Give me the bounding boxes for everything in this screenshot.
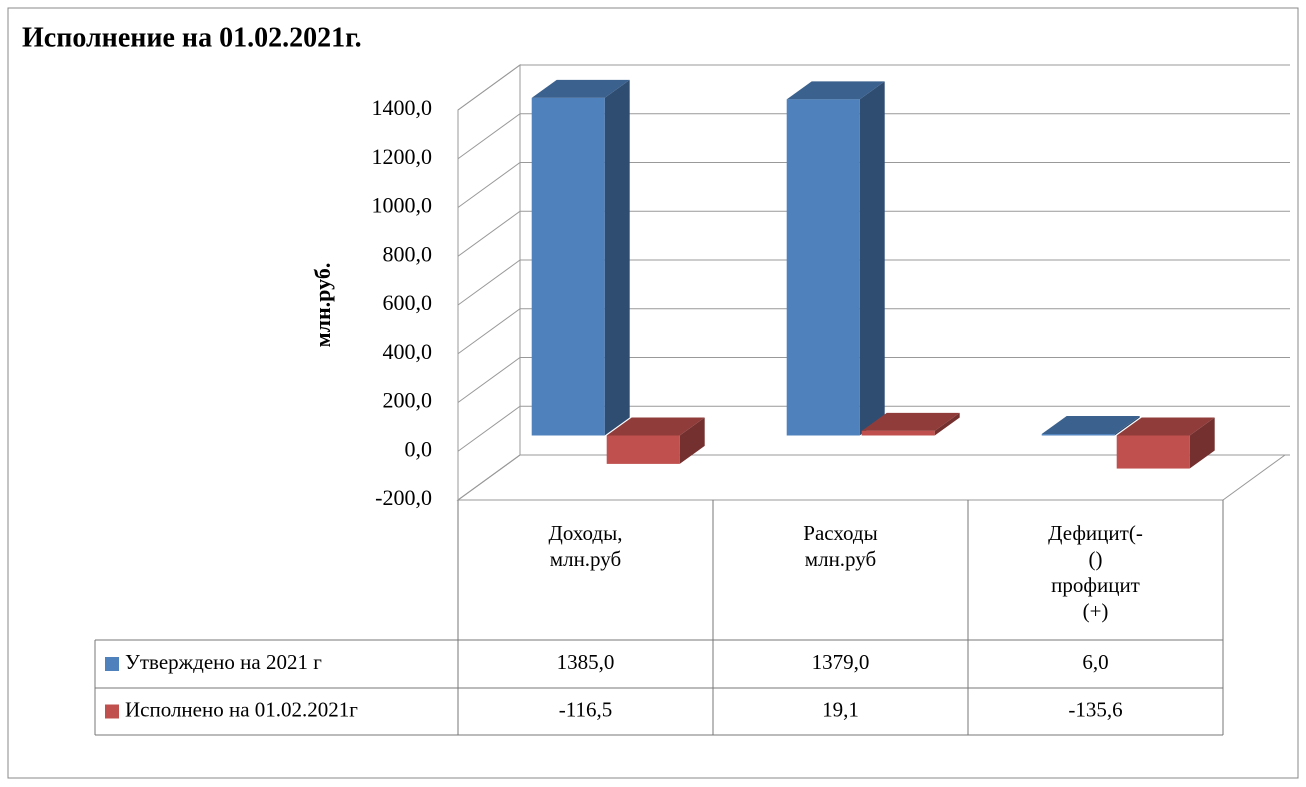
bar-top	[1116, 417, 1215, 436]
value-label: -116,5	[559, 697, 612, 721]
category-cell: Дефицит(-() профицит (+)	[1048, 521, 1143, 623]
bar-top	[531, 79, 630, 98]
bar-top	[861, 412, 960, 431]
bar	[531, 97, 605, 436]
x-tick-label: Доходы, млн.руб	[548, 521, 623, 571]
legend-swatch	[105, 657, 119, 671]
y-tick-label: 1200,0	[372, 144, 433, 169]
grid-line	[457, 64, 1290, 111]
bar-3d	[531, 79, 630, 436]
bar	[1041, 434, 1115, 436]
bar-side	[1189, 417, 1215, 469]
bar-side	[604, 79, 630, 436]
grid-line	[457, 113, 1290, 160]
bar-3d	[606, 417, 705, 464]
grid-line	[457, 454, 1290, 501]
y-tick-label: 800,0	[383, 241, 433, 266]
category-cell: Доходы, млн.руб	[548, 521, 623, 571]
bar	[861, 430, 935, 436]
bar	[606, 435, 680, 464]
x-tick-label: Расходы млн.руб	[803, 521, 878, 571]
bar-top	[786, 81, 885, 100]
legend-label: Исполнено на 01.02.2021г	[125, 697, 358, 721]
bar	[786, 99, 860, 436]
grid-line	[457, 259, 1290, 306]
y-tick-label: 400,0	[383, 339, 433, 364]
value-label: -135,6	[1068, 697, 1122, 721]
grid-line	[457, 210, 1290, 257]
legend-swatch	[105, 704, 119, 719]
bar-3d	[861, 412, 960, 436]
chart-border	[7, 7, 1299, 779]
value-label: 6,0	[1082, 650, 1108, 674]
bar-side	[934, 412, 960, 436]
value-label: 1379,0	[812, 650, 870, 674]
value-label: 19,1	[822, 697, 859, 721]
bar	[1116, 435, 1190, 469]
y-tick-label: 0,0	[405, 436, 433, 461]
y-tick-label: 1000,0	[372, 193, 433, 218]
bar-3d	[1041, 416, 1140, 436]
bar-top	[1041, 416, 1140, 435]
bar-side	[859, 81, 885, 436]
y-axis-label: млн.руб.	[310, 263, 335, 348]
category-cell: Расходы млн.руб	[803, 521, 878, 571]
grid-line	[457, 308, 1290, 355]
y-tick-label: 1400,0	[372, 95, 433, 120]
y-tick-label: -200,0	[375, 485, 432, 510]
bar-side	[1114, 416, 1140, 436]
grid-line	[457, 405, 1290, 452]
grid-line	[457, 357, 1290, 403]
chart-title: Исполнение на 01.02.2021г.	[22, 22, 362, 53]
y-tick-label: 200,0	[383, 388, 433, 413]
y-tick-label: 600,0	[383, 290, 433, 315]
bar-3d	[1116, 417, 1215, 469]
legend-label: Утверждено на 2021 г	[125, 650, 322, 674]
grid-line	[457, 162, 1290, 208]
x-tick-label: Дефицит(-() профицит (+)	[1048, 521, 1143, 623]
bar-3d	[786, 81, 885, 436]
value-label: 1385,0	[557, 650, 615, 674]
bar-top	[606, 417, 705, 436]
bar-side	[679, 417, 705, 464]
